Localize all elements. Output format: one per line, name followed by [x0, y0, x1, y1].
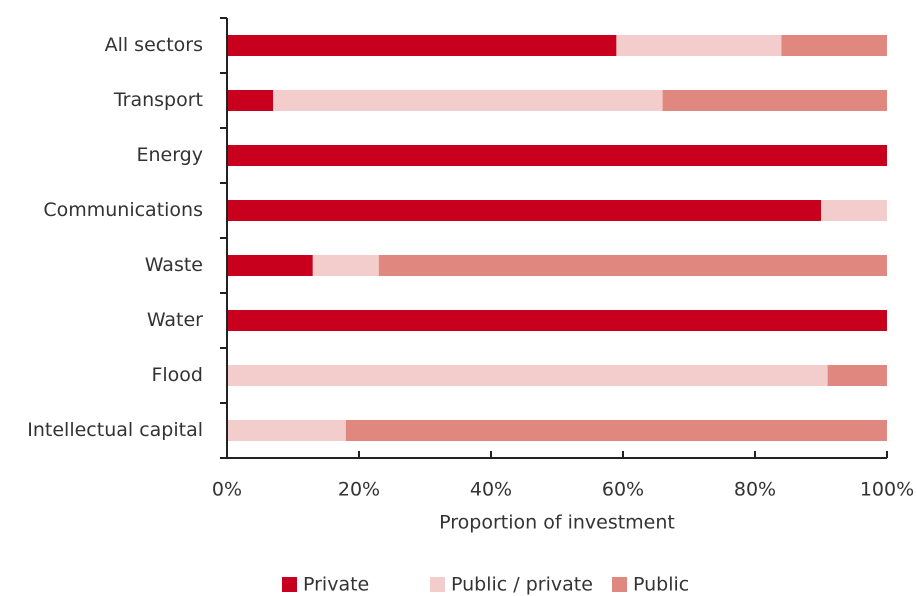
y-tick-label: Water — [147, 309, 203, 331]
y-tick-label: All sectors — [105, 34, 203, 56]
y-tick-label: Communications — [43, 199, 203, 221]
x-tick-label: 0% — [212, 479, 242, 501]
bar-segment — [227, 420, 346, 441]
y-tick-label: Intellectual capital — [27, 419, 203, 441]
x-tick-label: 20% — [338, 479, 380, 501]
legend-label: Public / private — [451, 574, 593, 596]
bar-segment — [227, 365, 828, 386]
y-tick-label: Flood — [151, 364, 203, 386]
x-tick-label: 80% — [734, 479, 776, 501]
legend-swatch — [612, 577, 627, 592]
bar-segment — [227, 35, 617, 56]
legend-swatch — [430, 577, 445, 592]
bar-segment — [227, 145, 887, 166]
bar-segment — [345, 420, 887, 441]
bar-segment — [273, 90, 663, 111]
legend-swatch — [282, 577, 297, 592]
bar-segment — [821, 200, 887, 221]
x-tick-label: 60% — [602, 479, 644, 501]
x-axis-label: Proportion of investment — [439, 512, 675, 534]
legend-label: Public — [633, 574, 689, 596]
bar-segment — [227, 200, 821, 221]
x-tick-label: 100% — [860, 479, 914, 501]
bar-segment — [781, 35, 887, 56]
y-tick-label: Transport — [113, 89, 203, 111]
y-tick-label: Waste — [145, 254, 203, 276]
bar-segment — [616, 35, 782, 56]
legend-label: Private — [303, 574, 369, 596]
bar-segment — [227, 255, 313, 276]
bar-segment — [662, 90, 887, 111]
bar-segment — [827, 365, 887, 386]
y-tick-label: Energy — [136, 144, 203, 166]
bar-segment — [227, 310, 887, 331]
x-tick-label: 40% — [470, 479, 512, 501]
bar-segment — [227, 90, 274, 111]
bar-segment — [378, 255, 887, 276]
bar-segment — [312, 255, 379, 276]
